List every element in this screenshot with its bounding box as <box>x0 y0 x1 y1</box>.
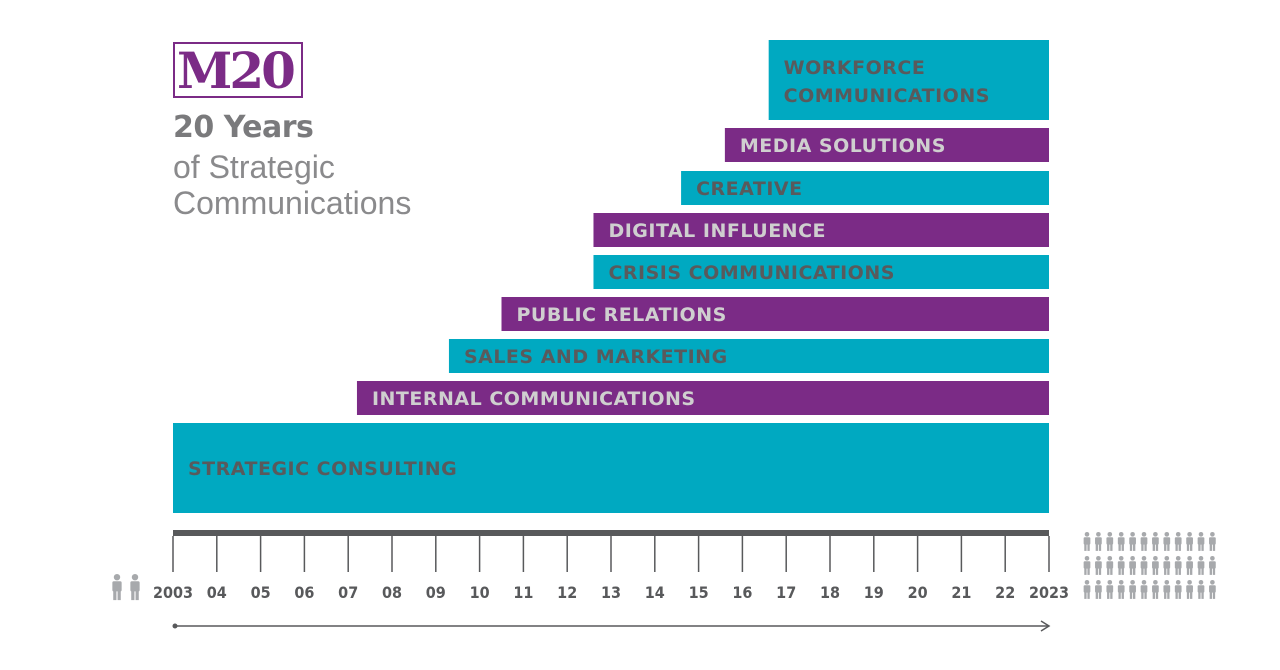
person-icon <box>1083 532 1091 551</box>
person-icon <box>1152 532 1159 551</box>
person-icon <box>1186 532 1193 551</box>
tick-label: 13 <box>601 583 621 602</box>
person-icon <box>1197 556 1205 575</box>
bar <box>173 423 1049 513</box>
bar-label: CRISIS COMMUNICATIONS <box>608 262 894 284</box>
bar-label: STRATEGIC CONSULTING <box>188 458 457 480</box>
tick-label: 11 <box>513 583 533 602</box>
tick-label: 15 <box>689 583 709 602</box>
person-icon <box>1186 580 1193 599</box>
tick-label: 19 <box>864 583 884 602</box>
person-icon <box>1129 580 1136 599</box>
person-icon <box>1117 580 1125 599</box>
person-icon <box>1140 580 1148 599</box>
tick-label: 17 <box>776 583 796 602</box>
tick-label: 04 <box>207 583 227 602</box>
person-icon <box>1174 556 1182 575</box>
bar <box>724 128 1049 162</box>
person-icon <box>1083 556 1091 575</box>
tick-label: 05 <box>251 583 271 602</box>
person-icon <box>1197 532 1205 551</box>
person-icon <box>1095 556 1102 575</box>
bar <box>501 297 1049 331</box>
tick-label: 16 <box>732 583 752 602</box>
tick-label: 14 <box>645 583 665 602</box>
person-icon <box>1083 580 1091 599</box>
person-icon <box>1140 532 1148 551</box>
title-line-3: Communications <box>173 185 412 221</box>
m20-logo: M20 <box>173 42 303 98</box>
bar <box>448 339 1049 373</box>
person-icon <box>1152 556 1159 575</box>
axis-line <box>173 530 1049 536</box>
bar <box>681 171 1049 205</box>
bar <box>593 213 1049 247</box>
tick-label: 08 <box>382 583 402 602</box>
tick-label: 21 <box>951 583 971 602</box>
person-icon <box>1106 532 1114 551</box>
bar-label: WORKFORCE <box>784 57 926 79</box>
person-icon <box>1186 556 1193 575</box>
person-icon <box>1106 580 1114 599</box>
person-icon <box>1152 580 1159 599</box>
bar-label: PUBLIC RELATIONS <box>517 304 727 326</box>
person-icon <box>1209 556 1216 575</box>
title-line-1: 20 Years <box>173 110 314 145</box>
person-icon <box>1197 580 1205 599</box>
tick-label: 2003 <box>153 583 193 602</box>
bar <box>356 381 1050 415</box>
tick-label: 07 <box>338 583 358 602</box>
person-icon <box>130 574 140 601</box>
person-icon <box>1163 580 1171 599</box>
person-icon <box>1174 532 1182 551</box>
person-icon <box>1095 580 1102 599</box>
person-icon <box>1174 580 1182 599</box>
bar-label: INTERNAL COMMUNICATIONS <box>372 388 696 410</box>
tick-label: 18 <box>820 583 840 602</box>
person-icon <box>1209 580 1216 599</box>
tick-label: 12 <box>557 583 577 602</box>
person-icon <box>1117 556 1125 575</box>
person-icon <box>1140 556 1148 575</box>
tick-label: 10 <box>470 583 490 602</box>
person-icon <box>1163 532 1171 551</box>
bar <box>768 40 1049 120</box>
arrow-head-icon <box>1040 620 1051 632</box>
person-icon <box>1106 556 1114 575</box>
bar-label: DIGITAL INFLUENCE <box>608 220 826 242</box>
tick-label: 06 <box>294 583 314 602</box>
bar-label: SALES AND MARKETING <box>464 346 728 368</box>
title-line-2: of Strategic <box>173 149 335 185</box>
bar-label: MEDIA SOLUTIONS <box>740 135 946 157</box>
bar-label: CREATIVE <box>696 178 803 200</box>
person-icon <box>112 574 122 601</box>
person-icon <box>1117 532 1125 551</box>
bar <box>593 255 1049 289</box>
tick-label: 22 <box>995 583 1015 602</box>
person-icon <box>1129 532 1136 551</box>
person-icon <box>1095 532 1102 551</box>
bar-label: COMMUNICATIONS <box>784 85 990 107</box>
tick-label: 2023 <box>1029 583 1069 602</box>
person-icon <box>1163 556 1171 575</box>
person-icon <box>1129 556 1136 575</box>
person-icon <box>1209 532 1216 551</box>
tick-label: 20 <box>908 583 928 602</box>
tick-label: 09 <box>426 583 446 602</box>
svg-text:M20: M20 <box>177 42 294 98</box>
